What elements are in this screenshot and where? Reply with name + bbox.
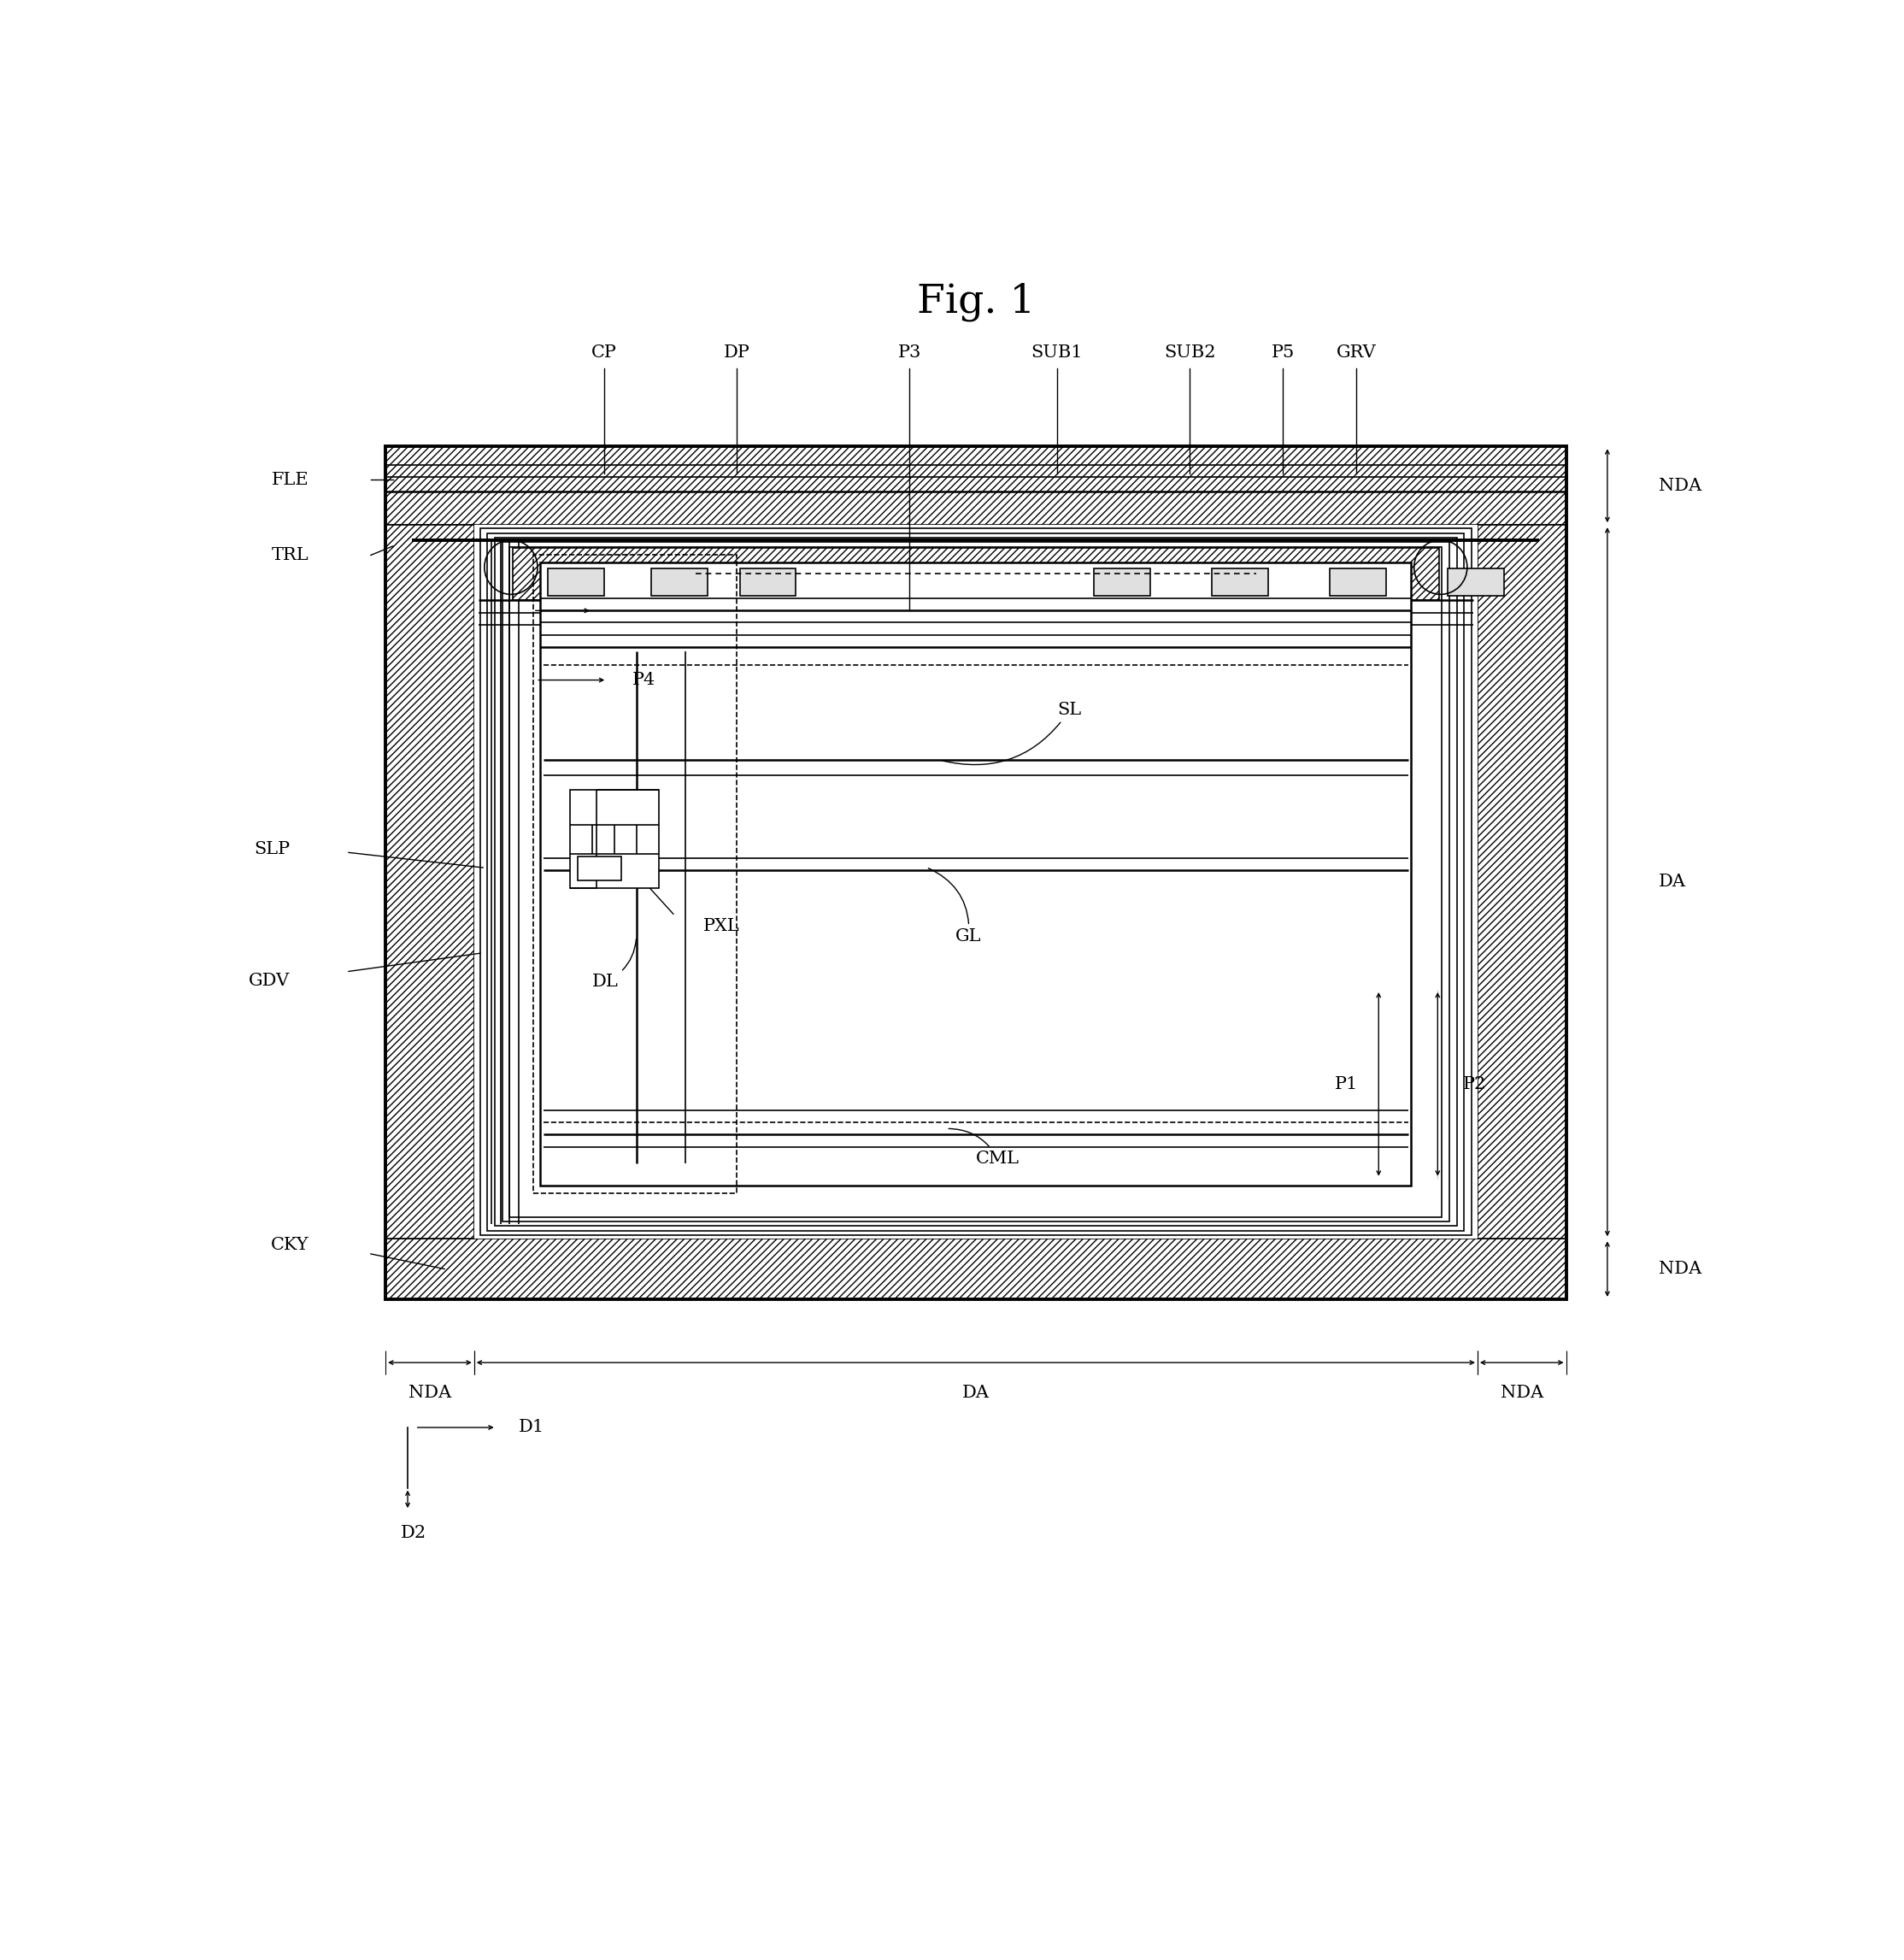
Text: P1: P1 bbox=[1335, 1076, 1358, 1092]
Text: GL: GL bbox=[929, 868, 982, 945]
Text: P3: P3 bbox=[897, 345, 922, 361]
Text: SL: SL bbox=[942, 702, 1081, 764]
Text: DA: DA bbox=[962, 1384, 990, 1401]
Bar bbox=[569, 790, 659, 888]
Text: GDV: GDV bbox=[248, 972, 289, 988]
Bar bbox=[739, 568, 796, 596]
Text: D1: D1 bbox=[518, 1419, 545, 1435]
Bar bbox=[533, 555, 737, 1194]
Bar bbox=[487, 533, 1464, 1231]
Text: NDA: NDA bbox=[1658, 478, 1702, 494]
Bar bbox=[512, 547, 1439, 600]
Bar bbox=[541, 563, 1411, 1186]
Bar bbox=[1329, 568, 1386, 596]
Bar bbox=[1093, 568, 1150, 596]
Bar bbox=[474, 525, 1478, 1239]
Bar bbox=[510, 547, 1441, 1217]
Bar bbox=[548, 568, 604, 596]
Text: GRV: GRV bbox=[1337, 345, 1377, 361]
Text: D2: D2 bbox=[400, 1525, 426, 1541]
Text: TRL: TRL bbox=[272, 547, 308, 563]
Bar bbox=[1478, 525, 1567, 1239]
Bar bbox=[1449, 568, 1504, 596]
Text: Fig. 1: Fig. 1 bbox=[916, 282, 1036, 321]
Text: NDA: NDA bbox=[1500, 1384, 1544, 1401]
Text: NDA: NDA bbox=[407, 1384, 451, 1401]
Bar bbox=[651, 568, 706, 596]
Bar bbox=[385, 447, 1567, 1299]
Text: SUB2: SUB2 bbox=[1163, 345, 1215, 361]
Text: NDA: NDA bbox=[1658, 1260, 1702, 1278]
Bar bbox=[577, 857, 623, 880]
Text: P4: P4 bbox=[632, 672, 655, 688]
Bar bbox=[385, 525, 474, 1239]
Bar bbox=[503, 543, 1449, 1221]
Bar bbox=[385, 1239, 1567, 1299]
Bar bbox=[385, 447, 1567, 525]
Text: FLE: FLE bbox=[272, 472, 308, 488]
Text: CML: CML bbox=[948, 1129, 1019, 1166]
Text: PXL: PXL bbox=[703, 917, 739, 935]
Text: P2: P2 bbox=[1462, 1076, 1487, 1092]
Bar bbox=[495, 537, 1457, 1227]
Bar bbox=[385, 447, 1567, 1299]
Text: DA: DA bbox=[1658, 874, 1687, 890]
Text: CKY: CKY bbox=[270, 1237, 308, 1252]
Text: DP: DP bbox=[724, 345, 750, 361]
Text: SUB1: SUB1 bbox=[1032, 345, 1083, 361]
Bar bbox=[1213, 568, 1268, 596]
Text: P5: P5 bbox=[1272, 345, 1295, 361]
Text: CP: CP bbox=[590, 345, 617, 361]
Text: SLP: SLP bbox=[253, 841, 289, 858]
Text: DL: DL bbox=[592, 939, 636, 990]
Bar bbox=[480, 529, 1472, 1235]
